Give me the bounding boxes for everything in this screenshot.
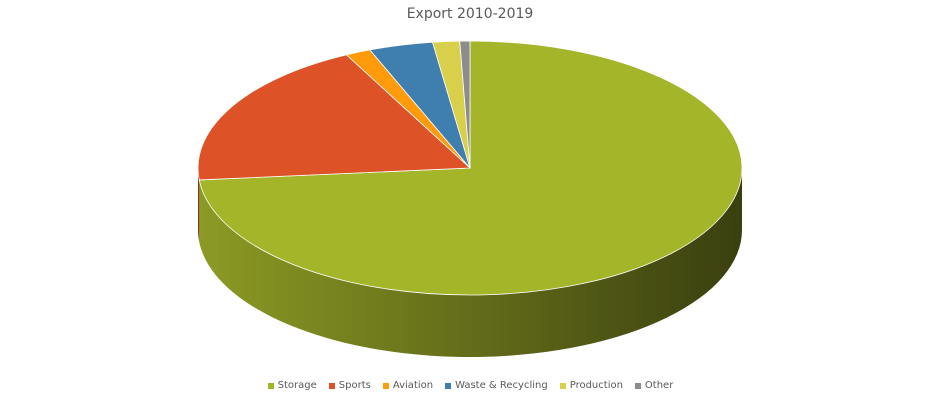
legend-item: Other [634,380,674,391]
pie-side [199,168,742,358]
legend-item: Storage [267,380,317,391]
pie-slice [198,40,743,296]
legend-swatch [382,382,389,389]
legend: Storage Sports Aviation Waste & Recycling Pr… [0,380,941,391]
legend-item: Waste & Recycling [445,380,548,391]
legend-swatch [559,382,566,389]
legend-swatch [267,382,274,389]
legend-swatch [634,382,641,389]
legend-item: Aviation [382,380,434,391]
legend-label: Production [569,380,623,391]
legend-swatch [328,382,335,389]
legend-swatch [445,382,452,389]
legend-label: Sports [338,380,371,391]
pie-slice [197,54,471,181]
legend-label: Other [644,380,674,391]
chart-title: Export 2010-2019 [407,6,534,22]
legend-label: Storage [277,380,317,391]
legend-label: Aviation [392,380,434,391]
pie-side [198,168,200,242]
legend-item: Sports [328,380,371,391]
legend-label: Waste & Recycling [455,380,548,391]
pie-slice [459,40,471,169]
legend-item: Production [559,380,623,391]
